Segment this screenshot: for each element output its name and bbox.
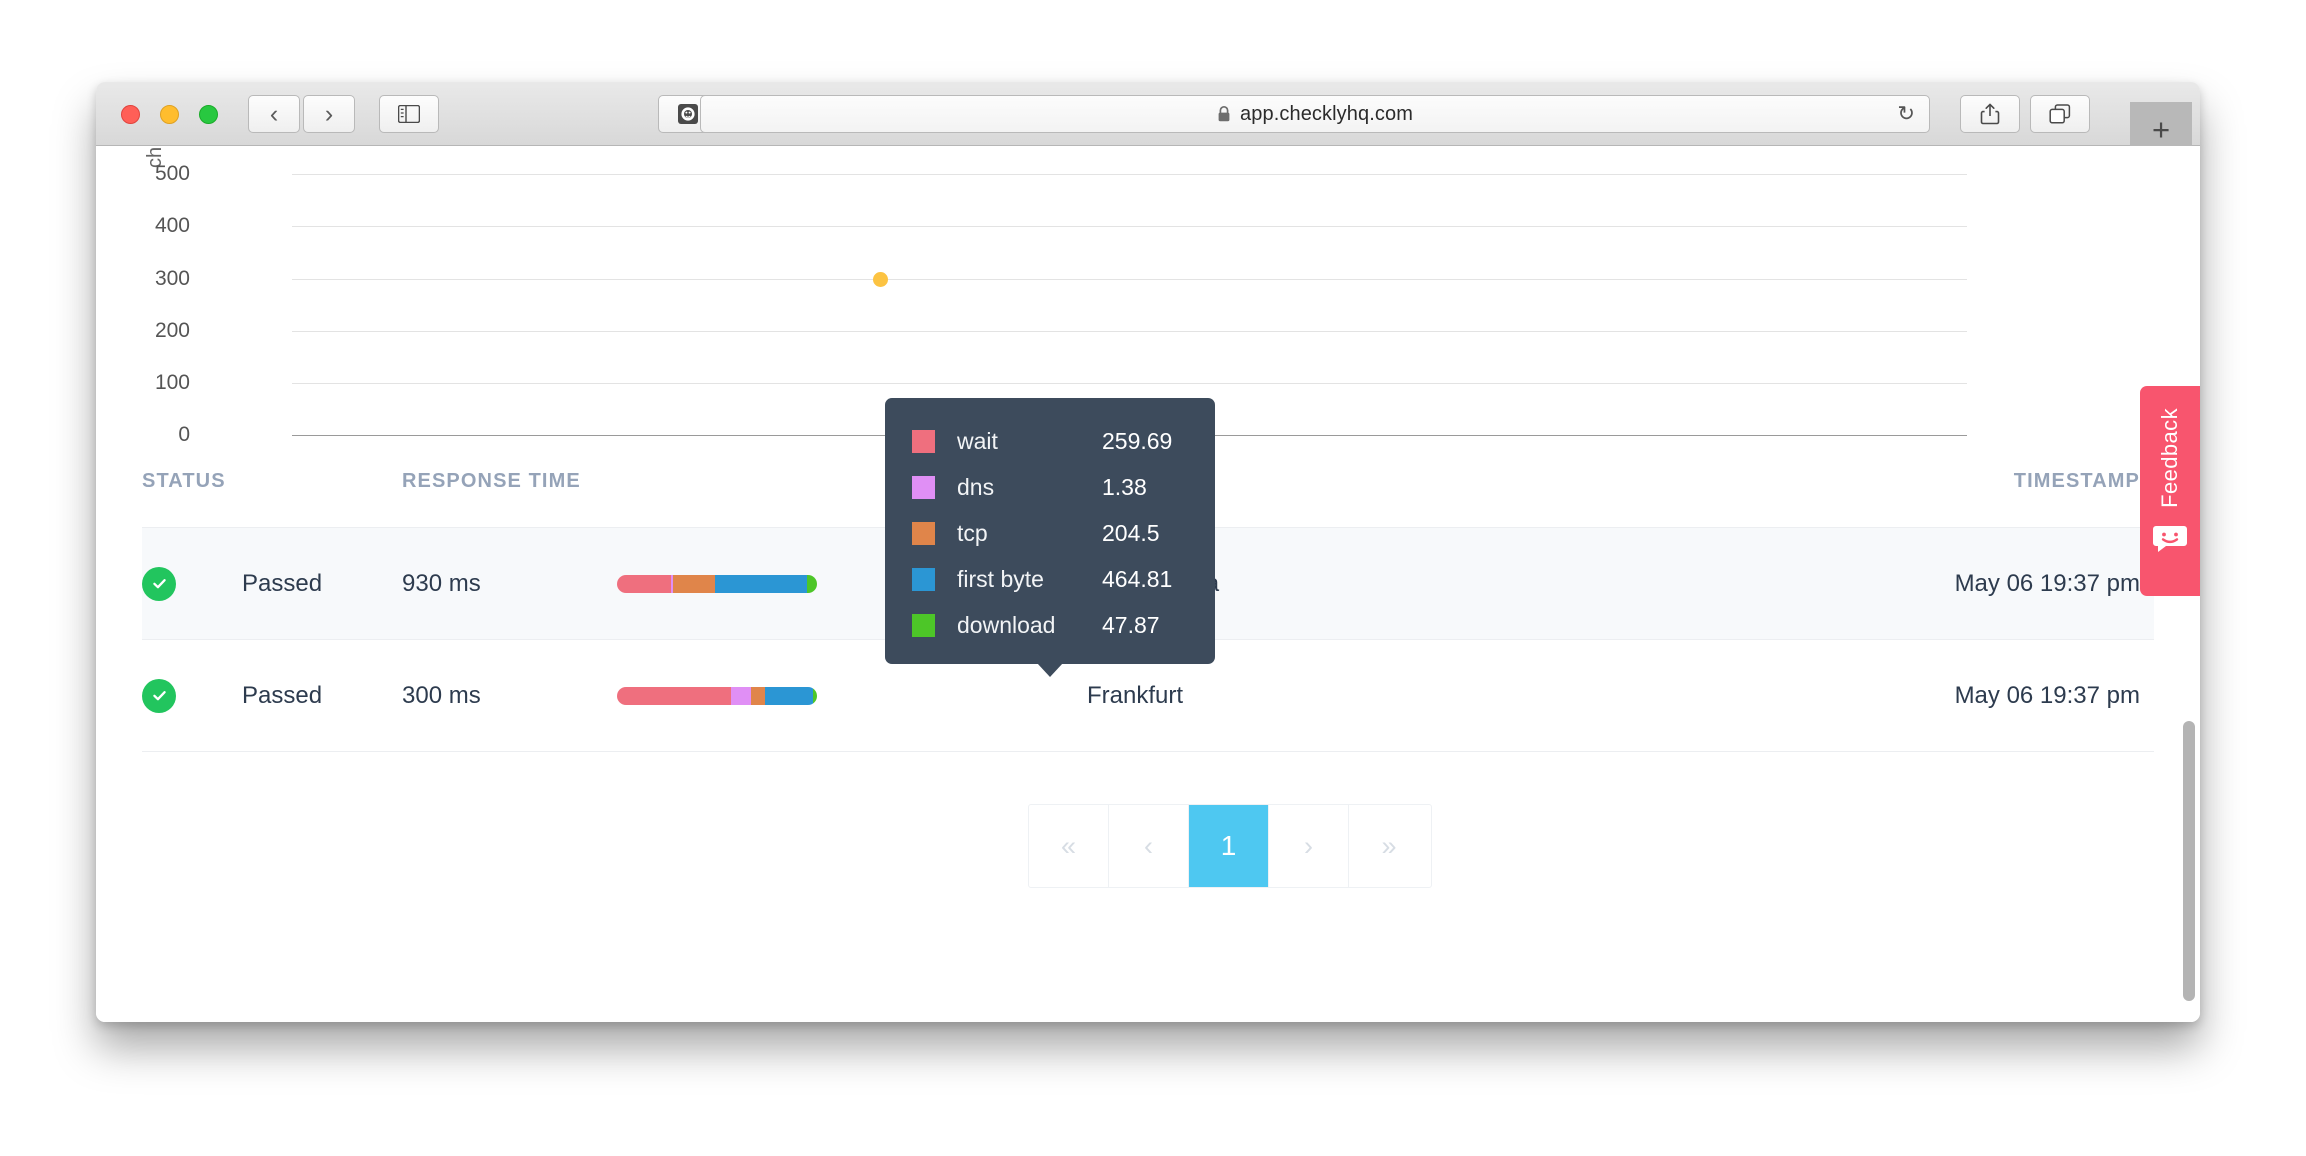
check-circle-icon (142, 678, 176, 713)
legend-swatch-wait (912, 429, 935, 453)
privacy-report-icon (678, 104, 698, 124)
status-label: Passed (242, 569, 323, 597)
tooltip-row-first-byte: first byte 464.81 (885, 556, 1215, 602)
timing-segment-dns (671, 574, 673, 593)
y-tick-0: 0 (178, 423, 190, 446)
table-row[interactable]: Passed 300 ms Frankfurt May 06 19:37 pm (142, 640, 2154, 752)
chart-data-point[interactable] (873, 272, 888, 287)
y-tick-100: 100 (154, 371, 190, 394)
column-header-status: STATUS (142, 470, 226, 492)
pagination-last-button[interactable]: » (1381, 830, 1397, 861)
timestamp-cell: May 06 19:37 pm (1954, 681, 2140, 709)
smiley-chat-icon (2153, 525, 2187, 557)
status-cell: Passed (142, 678, 402, 713)
location-cell: Frankfurt (1087, 681, 1184, 709)
page-scrollbar[interactable] (2181, 146, 2197, 1022)
legend-swatch-download (912, 613, 935, 637)
tooltip-label-download: download (957, 611, 1056, 638)
response-time-cell: 930 ms (402, 569, 481, 597)
pagination-first-button[interactable]: « (1029, 805, 1109, 887)
legend-swatch-tcp (912, 521, 935, 545)
y-tick-200: 200 (154, 319, 190, 342)
status-label: Passed (242, 681, 323, 709)
column-header-timestamp: TIMESTAMP (2013, 470, 2140, 492)
back-button[interactable]: ‹ (248, 95, 300, 133)
forward-button[interactable]: › (303, 95, 355, 133)
timing-segment-wait (617, 686, 731, 705)
timing-bar[interactable] (617, 686, 817, 705)
share-icon (1980, 103, 2000, 125)
tooltip-label-wait: wait (957, 427, 998, 454)
minimize-window-button[interactable] (160, 105, 179, 124)
plus-icon: + (2151, 112, 2171, 147)
gridline-200 (292, 331, 1967, 332)
share-button[interactable] (1960, 95, 2020, 133)
browser-window: ‹ › (96, 82, 2200, 1022)
feedback-tab[interactable]: Feedback (2140, 386, 2200, 596)
response-time-chart: check dura 500 400 300 200 100 0 (96, 146, 2200, 446)
tooltip-row-tcp: tcp 204.5 (885, 510, 1215, 556)
gridline-100 (292, 383, 1967, 384)
tooltip-label-dns: dns (957, 473, 995, 500)
address-bar[interactable]: app.checklyhq.com ↻ (700, 95, 1930, 133)
gridline-300 (292, 279, 1967, 280)
response-time-cell: 300 ms (402, 681, 481, 709)
pagination: « ‹ 1 › » (1028, 804, 1432, 888)
scrollbar-thumb[interactable] (2183, 721, 2195, 1001)
status-icon-wrap (142, 566, 242, 601)
chevron-left-icon: ‹ (269, 99, 279, 128)
tooltip-value-wait: 259.69 (1102, 427, 1173, 454)
timing-segment-wait (617, 574, 671, 593)
y-tick-500: 500 (154, 162, 190, 185)
legend-swatch-first-byte (912, 567, 935, 591)
timing-cell (617, 686, 1087, 705)
tooltip-row-download: download 47.87 (885, 602, 1215, 648)
status-cell: Passed (142, 566, 402, 601)
tooltip-value-dns: 1.38 (1102, 473, 1147, 500)
chart-tooltip: wait 259.69 dns 1.38 tcp 204.5 first byt… (885, 398, 1215, 664)
timing-segment-download (807, 574, 817, 593)
tooltip-row-wait: wait 259.69 (885, 418, 1215, 464)
sidebar-icon (398, 105, 420, 123)
timing-cell (617, 574, 1087, 593)
chevron-right-icon: › (324, 99, 334, 128)
tooltip-label-tcp: tcp (957, 519, 988, 546)
reload-button[interactable]: ↻ (1897, 102, 1915, 126)
tooltip-value-tcp: 204.5 (1102, 519, 1160, 546)
browser-toolbar: ‹ › (96, 82, 2200, 158)
tab-overview-button[interactable] (2030, 95, 2090, 133)
timing-segment-download (813, 686, 817, 705)
timing-segment-tcp (673, 574, 715, 593)
column-header-response-time: RESPONSE TIME (402, 470, 581, 492)
gridline-400 (292, 226, 1967, 227)
sidebar-toggle-button[interactable] (379, 95, 439, 133)
close-window-button[interactable] (121, 105, 140, 124)
check-circle-icon (142, 566, 176, 601)
page-viewport: check dura 500 400 300 200 100 0 STATUS … (96, 146, 2200, 1022)
legend-swatch-dns (912, 475, 935, 499)
zoom-window-button[interactable] (199, 105, 218, 124)
tooltip-value-first-byte: 464.81 (1102, 565, 1173, 592)
tooltip-row-dns: dns 1.38 (885, 464, 1215, 510)
timing-segment-first-byte (715, 574, 807, 593)
y-tick-300: 300 (154, 267, 190, 290)
timestamp-cell: May 06 19:37 pm (1954, 569, 2140, 597)
lock-icon (1217, 105, 1231, 123)
pagination-next-button[interactable]: › (1269, 805, 1349, 887)
y-tick-400: 400 (154, 214, 190, 237)
timing-segment-first-byte (765, 686, 813, 705)
tab-overview-icon (2049, 104, 2071, 124)
timing-bar[interactable] (617, 574, 817, 593)
timing-segment-tcp (751, 686, 765, 705)
tooltip-value-download: 47.87 (1102, 611, 1160, 638)
timing-segment-dns (731, 686, 751, 705)
status-icon-wrap (142, 678, 242, 713)
pagination-prev-button[interactable]: ‹ (1109, 805, 1189, 887)
gridline-500 (292, 174, 1967, 175)
feedback-label: Feedback (2157, 408, 2182, 508)
tooltip-label-first-byte: first byte (957, 565, 1044, 592)
url-text: app.checklyhq.com (1240, 102, 1413, 125)
pagination-page-1[interactable]: 1 (1189, 805, 1269, 887)
